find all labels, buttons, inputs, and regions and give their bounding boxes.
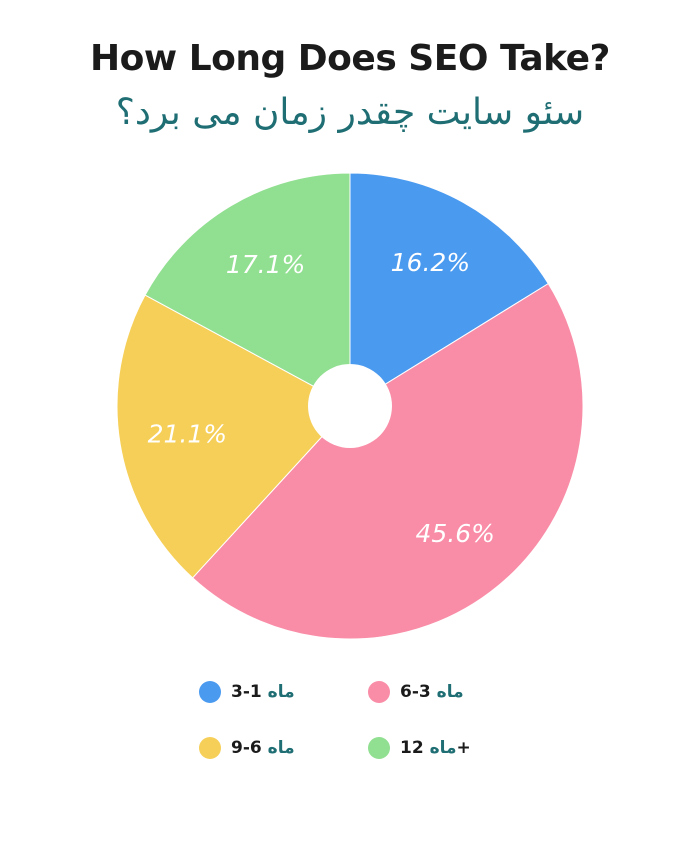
slice-value-label: 45.6% (415, 519, 494, 548)
pie-slice-6-9 (116, 294, 351, 579)
chart-title: How Long Does SEO Take? (90, 38, 610, 79)
pie-slice-3-6 (191, 282, 584, 640)
slice-value-label: 16.2% (391, 248, 470, 277)
slice-value-label: 21.1% (148, 419, 227, 448)
pie-slice-1-3 (349, 172, 549, 407)
donut-hole (308, 364, 392, 448)
slice-value-label: 17.1% (226, 250, 305, 279)
chart-subtitle: سئو سایت چقدر زمان می برد؟ (115, 92, 585, 133)
pie-slice-12-plus (144, 172, 351, 407)
